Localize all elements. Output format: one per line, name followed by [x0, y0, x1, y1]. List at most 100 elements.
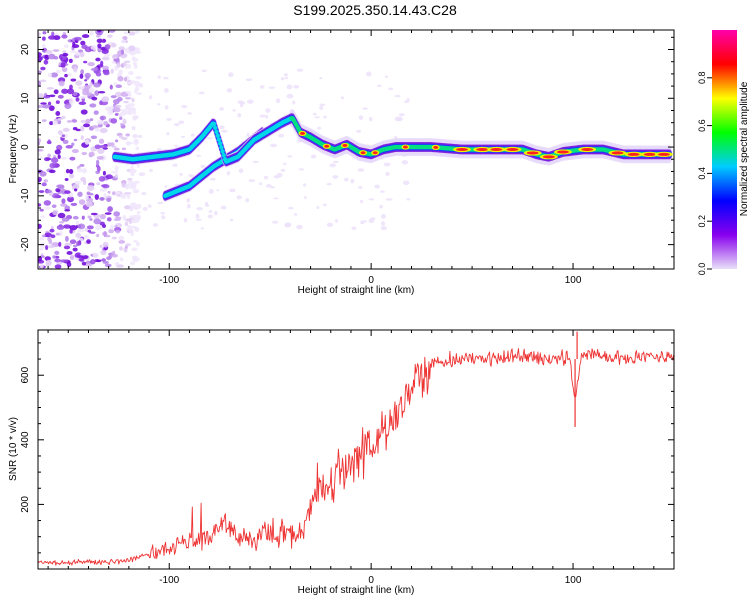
haze-blob	[287, 155, 293, 158]
noise-blob	[101, 49, 109, 54]
noise-blob	[44, 256, 51, 261]
noise-blob	[89, 231, 96, 234]
haze-blob	[292, 100, 296, 105]
noise-blob	[116, 63, 121, 68]
haze-blob	[129, 206, 134, 212]
noise-blob	[54, 149, 61, 155]
haze-blob	[360, 220, 368, 223]
noise-blob	[61, 67, 68, 73]
noise-blob	[47, 72, 52, 78]
noise-blob	[38, 137, 42, 144]
noise-blob	[89, 118, 94, 122]
noise-blob	[47, 236, 52, 242]
noise-blob	[75, 51, 80, 56]
haze-blob	[350, 178, 355, 184]
noise-blob	[38, 190, 45, 193]
noise-blob	[40, 215, 46, 219]
haze-blob	[322, 203, 327, 207]
snr-y-axis: 200 400 600	[20, 342, 674, 570]
noise-blob	[45, 157, 52, 161]
haze-blob	[385, 171, 390, 176]
haze-blob	[284, 76, 289, 80]
noise-blob	[54, 250, 60, 256]
noise-blob	[79, 73, 84, 79]
ridge-hotspot-red	[360, 151, 366, 155]
haze-blob	[208, 209, 213, 213]
haze-blob	[303, 183, 307, 187]
noise-blob	[84, 46, 93, 53]
noise-blob	[124, 245, 128, 249]
noise-blob	[47, 101, 52, 106]
haze-blob	[190, 133, 195, 137]
noise-blob	[97, 148, 105, 154]
noise-blob	[93, 110, 99, 115]
noise-blob	[66, 120, 73, 123]
haze-blob	[298, 168, 305, 171]
noise-blob	[64, 235, 69, 242]
noise-blob	[52, 120, 58, 126]
noise-blob	[89, 218, 93, 221]
noise-blob	[84, 79, 88, 82]
ridge-hotspot-red	[433, 145, 439, 149]
noise-blob	[47, 139, 51, 144]
haze-blob	[273, 197, 279, 200]
noise-blob	[121, 147, 126, 151]
noise-blob	[83, 123, 91, 128]
haze-blob	[357, 168, 365, 172]
noise-blob	[89, 103, 97, 108]
noise-blob	[84, 263, 93, 267]
noise-blob	[76, 237, 84, 242]
noise-blob	[120, 111, 127, 116]
noise-blob	[101, 96, 110, 103]
haze-blob	[131, 125, 136, 131]
noise-blob	[61, 34, 68, 39]
noise-blob	[114, 139, 119, 143]
colorbar-tick-label: 0.6	[697, 119, 707, 132]
noise-blob	[82, 60, 88, 64]
haze-blob	[208, 188, 214, 194]
noise-blob	[112, 191, 116, 196]
noise-blob	[80, 135, 84, 140]
noise-blob	[106, 217, 112, 222]
haze-blob	[245, 197, 250, 203]
noise-blob	[86, 225, 94, 230]
haze-blob	[259, 85, 265, 89]
noise-blob	[111, 55, 118, 60]
haze-blob	[259, 114, 266, 118]
noise-blob	[40, 66, 46, 71]
noise-blob	[114, 165, 119, 172]
haze-blob	[200, 164, 206, 169]
snr-panel: -100 0 100 200 400 600 Height of straight li…	[8, 329, 675, 596]
noise-blob	[69, 50, 76, 53]
noise-blob	[80, 125, 85, 132]
noise-blob	[119, 71, 123, 77]
noise-blob	[125, 243, 131, 247]
noise-blob	[112, 250, 116, 255]
noise-blob	[80, 253, 87, 256]
noise-blob	[71, 149, 79, 154]
ridge-core	[219, 145, 224, 150]
noise-blob	[125, 141, 134, 145]
noise-blob	[38, 70, 42, 74]
noise-blob	[120, 122, 124, 126]
haze-blob	[142, 206, 148, 211]
ridge-hotspot-red	[542, 155, 555, 159]
noise-blob	[111, 236, 118, 240]
noise-blob	[52, 255, 56, 259]
noise-blob	[45, 50, 53, 54]
noise-blob	[132, 189, 140, 194]
noise-blob	[128, 168, 137, 174]
noise-blob	[87, 62, 95, 67]
haze-blob	[268, 86, 276, 89]
noise-blob	[100, 250, 107, 256]
noise-blob	[101, 56, 110, 61]
noise-blob	[75, 97, 80, 102]
noise-blob	[108, 30, 116, 33]
noise-blob	[88, 87, 95, 94]
noise-blob	[99, 213, 106, 220]
snr-y-tick-label: 400	[20, 431, 31, 448]
haze-blob	[402, 180, 410, 186]
noise-blob	[135, 76, 142, 80]
noise-blob	[61, 88, 69, 94]
noise-blob	[86, 184, 95, 191]
